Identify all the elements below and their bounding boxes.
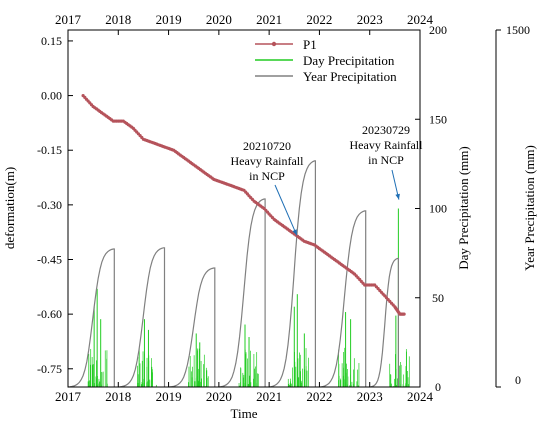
year-precipitation-curve: [269, 160, 316, 388]
x-tick-label: 2020: [206, 389, 232, 404]
y-tick-label-day: 200: [429, 23, 447, 37]
x-top-tick-label: 2020: [206, 12, 232, 27]
x-tick-label: 2021: [256, 389, 282, 404]
year-precipitation-curve: [319, 210, 367, 388]
x-tick-label: 2024: [407, 389, 434, 404]
year-precipitation-curve: [168, 267, 216, 388]
p1-series: [81, 94, 406, 316]
plot-area: [67, 94, 411, 388]
year-precipitation-curve: [67, 248, 115, 388]
year-precipitation-series: [67, 160, 399, 388]
y-tick-label-day: 50: [432, 291, 444, 305]
x-axis-label: Time: [231, 406, 258, 421]
annotation-text: in NCP: [249, 169, 285, 183]
year-precipitation-curve: [218, 198, 266, 388]
y-axis-label-day-precipitation: Day Precipitation (mm): [456, 146, 471, 269]
y-axis-label-year-precipitation: Year Precipitation (mm): [522, 145, 537, 271]
y-tick-label-deformation: -0.45: [37, 253, 62, 267]
annotation-text: in NCP: [368, 153, 404, 167]
x-tick-label: 2019: [156, 389, 182, 404]
y-tick-label-deformation: -0.75: [37, 362, 62, 376]
x-top-tick-label: 2017: [55, 12, 82, 27]
x-tick-label: 2017: [55, 389, 82, 404]
year-precipitation-curve: [118, 247, 166, 388]
y-tick-label-year: 1500: [506, 23, 530, 37]
y-tick-label-deformation: -0.15: [37, 143, 62, 157]
x-top-tick-label: 2019: [156, 12, 182, 27]
legend-label: P1: [303, 37, 317, 52]
y-axis-label-deformation: deformation(m): [2, 167, 17, 249]
day-precipitation-series: [87, 208, 411, 387]
year-precipitation-curve: [369, 257, 399, 388]
x-tick-label: 2018: [105, 389, 131, 404]
y-tick-label-day: 150: [429, 112, 447, 126]
annotation-text: 20210720: [243, 139, 291, 153]
annotation-text: Heavy Rainfall: [231, 154, 305, 168]
legend-label: Year Precipitation: [303, 69, 397, 84]
annotation-text: 20230729: [362, 123, 410, 137]
y-tick-label-day: 100: [429, 202, 447, 216]
x-top-tick-label: 2024: [407, 12, 434, 27]
y-tick-label-deformation: -0.30: [37, 198, 62, 212]
p1-point: [402, 312, 406, 316]
axis-ticks: 2017 2018 2019 2020 2021 2022 2023 2024 2017 2018…: [37, 12, 530, 404]
y-tick-label-deformation: 0.15: [41, 34, 62, 48]
annotation-arrow-line: [274, 184, 298, 236]
x-top-tick-label: 2022: [306, 12, 332, 27]
y-tick-label-deformation: 0.00: [41, 89, 62, 103]
y-tick-label-year: 0: [515, 373, 521, 387]
x-top-tick-label: 2021: [256, 12, 282, 27]
legend-label: Day Precipitation: [303, 53, 395, 68]
annotation-text: Heavy Rainfall: [350, 138, 424, 152]
annotation-arrow-head: [395, 193, 400, 200]
legend-marker: [271, 41, 277, 47]
y-tick-label-day: 0: [435, 380, 441, 394]
y-tick-label-deformation: -0.60: [37, 307, 62, 321]
x-tick-label: 2022: [306, 389, 332, 404]
x-top-tick-label: 2018: [105, 12, 131, 27]
annotation-arrow-head: [292, 229, 297, 236]
x-tick-label: 2023: [357, 389, 383, 404]
x-top-tick-label: 2023: [357, 12, 383, 27]
